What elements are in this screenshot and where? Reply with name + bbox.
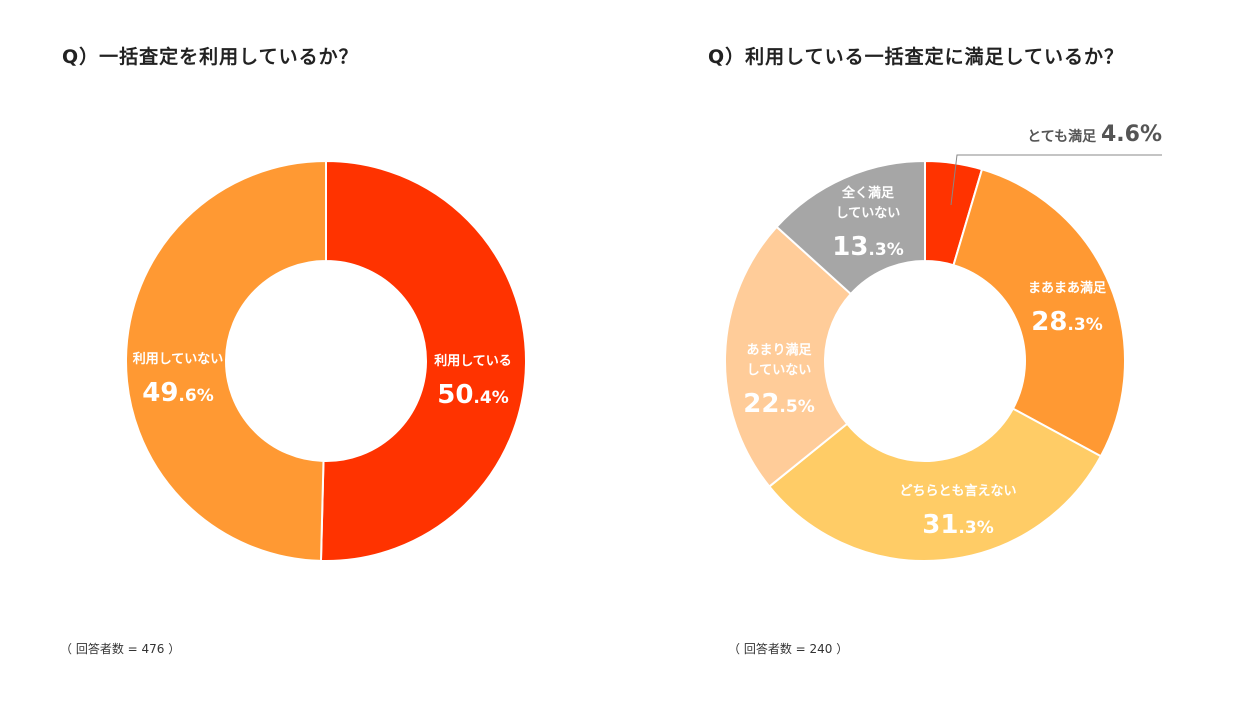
slice-value-label: 31.3% xyxy=(922,510,994,540)
chart-title: Q）一括査定を利用しているか？ xyxy=(62,46,359,68)
slice-value-label: 28.3% xyxy=(1031,307,1103,337)
donut-chart-usage: 利用している 50.4% 利用していない 49.6% xyxy=(125,159,527,562)
chart-panel-satisfaction: Q）利用している一括査定に満足しているか？ とても満足 4.6% まあまあ満足 28… xyxy=(640,0,1252,704)
slice-label-0: とても満足 4.6% xyxy=(1027,122,1162,147)
slice-label-1: まあまあ満足 28.3% xyxy=(1028,280,1107,337)
slice-category-label: どちらとも言えない xyxy=(899,483,1016,499)
donut-chart-satisfaction: とても満足 4.6% まあまあ満足 28.3% どちらとも言えない 31.3% あまり満足… xyxy=(724,122,1162,562)
slice-value-label: 49.6% xyxy=(142,378,214,408)
slice-category-label: まあまあ満足 xyxy=(1028,280,1107,296)
donut-slice-0 xyxy=(319,159,527,562)
slice-category-label: とても満足 4.6% xyxy=(1027,122,1162,147)
slice-category-label: 利用している xyxy=(434,353,512,369)
slice-category-label: していない xyxy=(747,363,812,378)
respondent-count-note: （ 回答者数 = 476 ） xyxy=(60,642,181,656)
slice-category-label: していない xyxy=(836,206,901,221)
donut-slice-1 xyxy=(125,159,327,562)
slice-value-label: 13.3% xyxy=(832,232,904,262)
leader-line xyxy=(950,154,1162,206)
chart-title: Q）利用している一括査定に満足しているか？ xyxy=(708,46,1125,68)
slice-label-0: 利用している 50.4% xyxy=(434,353,512,410)
slice-value-label: 22.5% xyxy=(743,389,815,419)
slice-category-label: 利用していない xyxy=(133,351,224,367)
slice-category-label: 全く満足 xyxy=(841,185,895,201)
slice-category-label: あまり満足 xyxy=(746,342,812,358)
donut-slice-1 xyxy=(952,168,1126,458)
donut-slice-3 xyxy=(724,225,853,488)
slice-value-label: 50.4% xyxy=(437,380,509,410)
slice-label-1: 利用していない 49.6% xyxy=(133,351,224,408)
donut-slice-4 xyxy=(775,159,926,296)
donut-slice-2 xyxy=(767,407,1103,562)
chart-panel-usage: Q）一括査定を利用しているか？ 利用している 50.4% 利用していない 49.6% … xyxy=(60,46,527,656)
slice-label-2: どちらとも言えない 31.3% xyxy=(899,483,1016,540)
respondent-count-note: （ 回答者数 = 240 ） xyxy=(728,642,849,656)
